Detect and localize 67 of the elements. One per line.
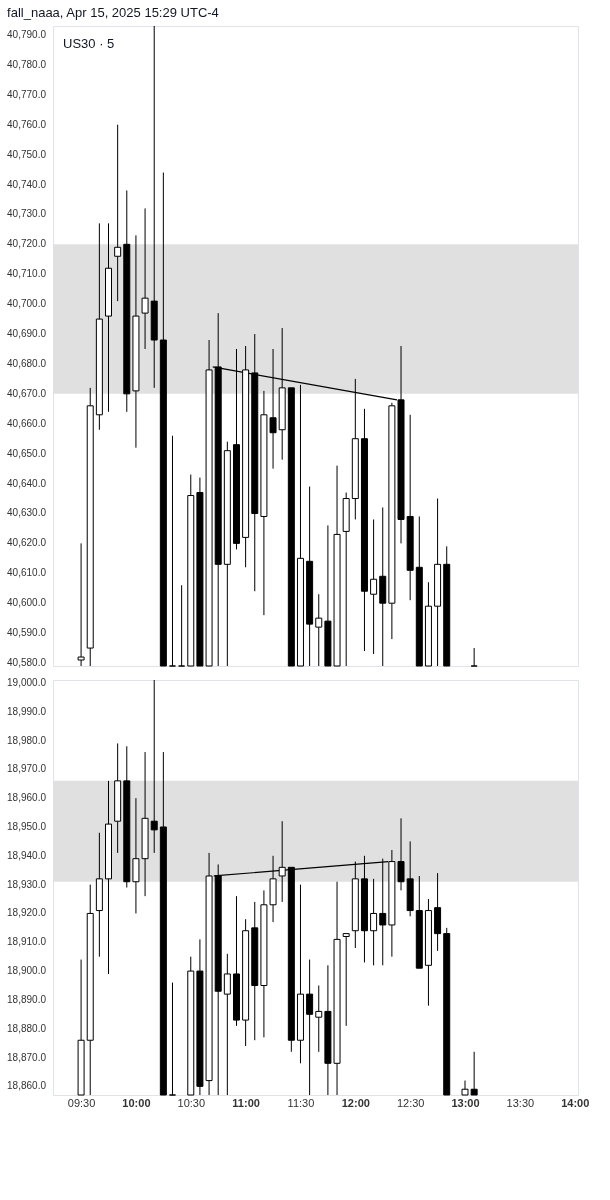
- y-tick-label: 40,600.0: [7, 597, 47, 609]
- x-tick-label: 11:30: [287, 1096, 315, 1109]
- candlestick: [315, 593, 323, 667]
- candlestick: [168, 982, 176, 1096]
- x-tick-label: 10:30: [177, 1096, 206, 1109]
- y-tick-label: 40,690.0: [7, 328, 47, 340]
- y-tick-label: 40,740.0: [7, 178, 47, 190]
- y-tick-label: 40,760.0: [7, 118, 47, 130]
- candlestick: [315, 984, 323, 1053]
- candlestick: [370, 518, 378, 655]
- candlestick: [461, 1080, 469, 1096]
- y-tick-label: 18,960.0: [7, 792, 47, 804]
- y-tick-label: 18,940.0: [7, 849, 47, 861]
- y-tick-label: 40,720.0: [7, 238, 47, 250]
- candlestick: [370, 878, 378, 966]
- candlestick: [342, 933, 350, 1027]
- text: fall_naaa, Apr 15, 2025 15:29 UTC-4: [7, 4, 219, 20]
- y-tick-label: 40,680.0: [7, 357, 47, 369]
- y-tick-label: 40,790.0: [7, 28, 47, 40]
- y-tick-label: 18,980.0: [7, 734, 47, 746]
- y-tick-label: 40,610.0: [7, 567, 47, 579]
- y-tick-label: 18,900.0: [7, 965, 47, 977]
- candlestick: [470, 647, 478, 667]
- candlestick: [114, 124, 122, 302]
- y-tick-label: 18,990.0: [7, 705, 47, 717]
- y-tick-label: 40,660.0: [7, 417, 47, 429]
- x-tick-label: 12:00: [341, 1096, 370, 1109]
- y-tick-label: 40,620.0: [7, 537, 47, 549]
- y-tick-label: 18,880.0: [7, 1022, 47, 1034]
- y-tick-label: 40,590.0: [7, 627, 47, 639]
- y-tick-label: 18,920.0: [7, 907, 47, 919]
- y-tick-label: 18,930.0: [7, 878, 47, 890]
- text: US30 · 5: [63, 36, 115, 51]
- candlestick: [77, 542, 85, 667]
- x-tick-label: 12:30: [396, 1096, 425, 1109]
- y-tick-label: 40,580.0: [7, 657, 47, 669]
- y-tick-label: 40,670.0: [7, 387, 47, 399]
- candlestick: [306, 959, 314, 1096]
- x-tick-label: 13:30: [506, 1096, 535, 1109]
- y-tick-label: 40,630.0: [7, 507, 47, 519]
- x-tick-label: 10:00: [122, 1096, 151, 1109]
- y-tick-label: 18,870.0: [7, 1051, 47, 1063]
- y-tick-label: 19,000.0: [7, 676, 47, 688]
- candlestick: [178, 584, 186, 667]
- x-tick-label: 11:00: [232, 1096, 260, 1109]
- x-tick-label: 13:00: [451, 1096, 480, 1109]
- x-tick-label: 14:00: [561, 1096, 590, 1109]
- candlestick: [168, 435, 176, 667]
- y-tick-label: 18,970.0: [7, 763, 47, 775]
- y-tick-label: 40,780.0: [7, 58, 47, 70]
- candlestick: [470, 1051, 478, 1096]
- y-tick-label: 40,750.0: [7, 148, 47, 160]
- x-tick-label: 09:30: [67, 1096, 96, 1109]
- candlestick: [141, 207, 149, 350]
- candlestick: [150, 25, 158, 389]
- y-tick-label: 18,860.0: [7, 1080, 47, 1092]
- y-tick-label: 40,710.0: [7, 268, 47, 280]
- candlestick: [150, 679, 158, 854]
- y-tick-label: 18,890.0: [7, 993, 47, 1005]
- y-tick-label: 18,950.0: [7, 820, 47, 832]
- y-tick-label: 40,640.0: [7, 477, 47, 489]
- candlestick: [223, 953, 231, 1096]
- y-tick-label: 40,650.0: [7, 447, 47, 459]
- y-tick-label: 40,700.0: [7, 298, 47, 310]
- y-tick-label: 40,770.0: [7, 88, 47, 100]
- y-tick-label: 18,910.0: [7, 936, 47, 948]
- y-tick-label: 40,730.0: [7, 208, 47, 220]
